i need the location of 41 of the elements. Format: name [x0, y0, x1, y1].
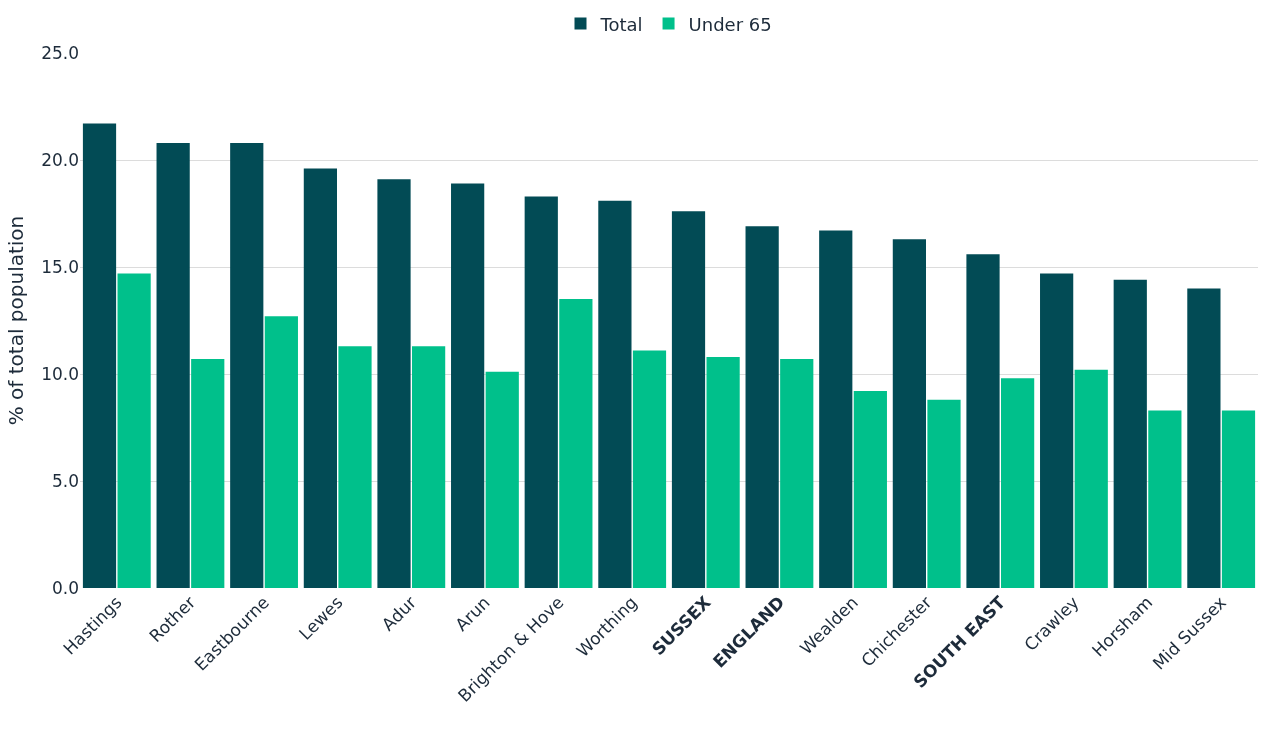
- legend-label: Under 65: [688, 13, 772, 35]
- y-tick-label: 25.0: [41, 42, 79, 63]
- y-tick-label: 15.0: [41, 256, 79, 277]
- bar: [485, 371, 519, 588]
- y-axis-title: % of total population: [3, 215, 28, 426]
- bar: [892, 239, 926, 588]
- bar: [1187, 288, 1221, 588]
- bar: [819, 230, 853, 588]
- bar: [706, 356, 740, 588]
- bar: [559, 299, 593, 588]
- bar: [853, 391, 887, 588]
- bar: [524, 196, 558, 588]
- bar: [264, 316, 298, 588]
- bar: [632, 350, 667, 588]
- bar: [230, 142, 264, 588]
- bar: [377, 179, 411, 588]
- bar: [451, 183, 485, 588]
- bar: [191, 359, 225, 588]
- bar: [1001, 378, 1035, 588]
- y-tick-label: 20.0: [41, 149, 79, 170]
- bar: [780, 359, 814, 588]
- legend-label: Total: [599, 13, 643, 35]
- bar: [1148, 410, 1182, 588]
- bar: [412, 346, 446, 588]
- bar: [82, 123, 117, 588]
- bar: [156, 142, 190, 588]
- bar: [671, 211, 706, 588]
- bar: [117, 273, 151, 588]
- bar: [1221, 410, 1256, 588]
- bar: [1074, 369, 1108, 588]
- bar: [927, 399, 961, 588]
- y-tick-label: 10.0: [41, 363, 79, 384]
- y-tick-label: 5.0: [51, 470, 79, 491]
- bar: [338, 346, 372, 588]
- bar: [745, 226, 779, 588]
- bar: [966, 254, 1000, 588]
- y-tick-label: 0.0: [51, 577, 79, 598]
- bar: [303, 168, 337, 588]
- bar: [1113, 279, 1147, 588]
- bar: [1040, 273, 1074, 588]
- bar: [598, 200, 632, 588]
